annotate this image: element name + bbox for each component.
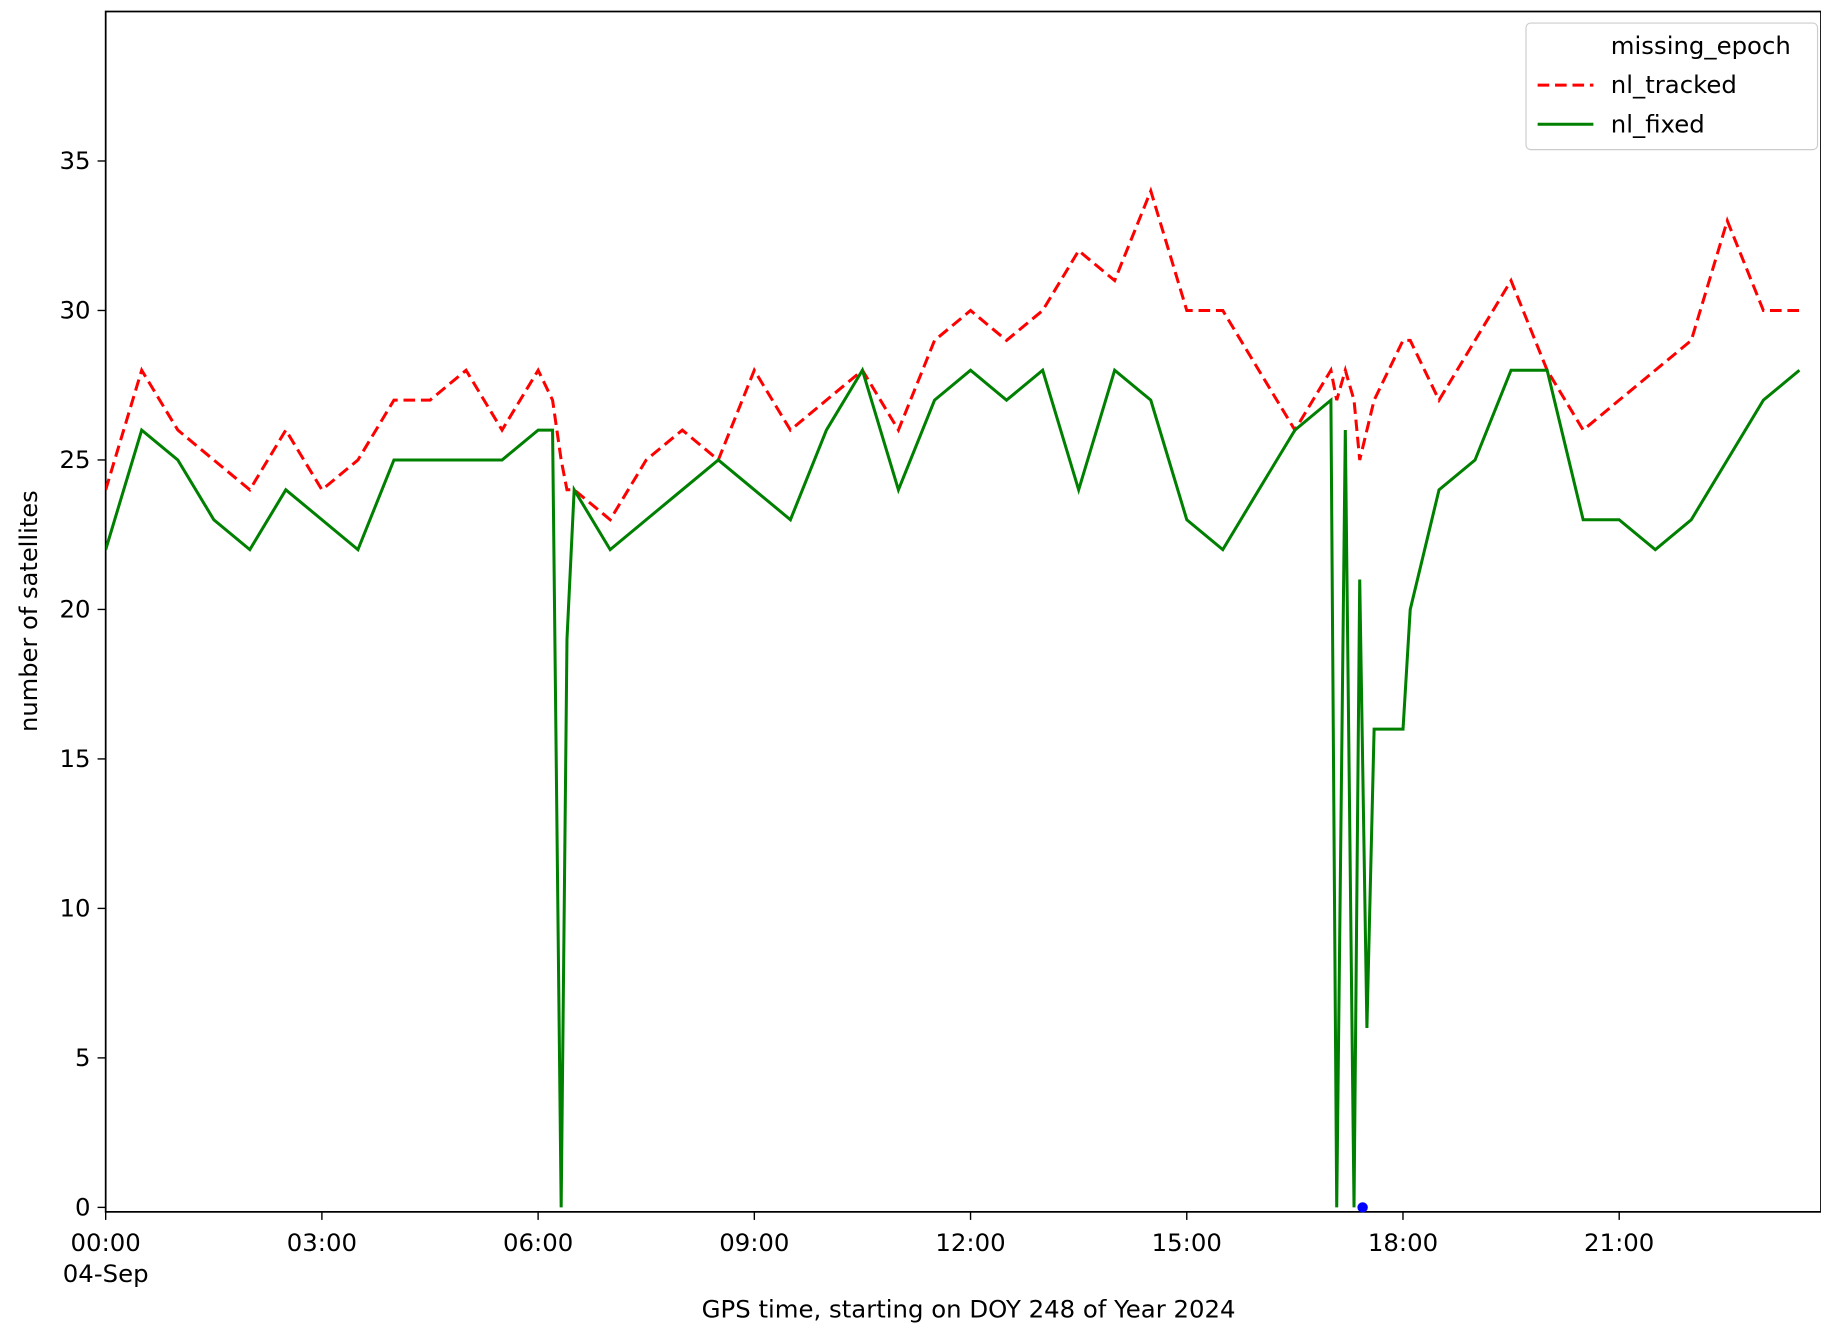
y-tick-label: 0	[75, 1193, 91, 1222]
y-tick-label: 35	[60, 146, 91, 175]
y-tick-label: 30	[60, 296, 91, 325]
x-tick-label: 03:00	[287, 1228, 357, 1257]
x-tick-label: 06:00	[503, 1228, 573, 1257]
legend-box	[1525, 22, 1819, 151]
y-tick-label: 20	[60, 595, 91, 624]
x-tick-label: 12:00	[935, 1228, 1005, 1257]
y-tick-label: 10	[60, 894, 91, 923]
legend-label: nl_fixed	[1611, 109, 1705, 138]
legend-label: missing_epoch	[1611, 31, 1791, 60]
x-tick-label: 09:00	[719, 1228, 789, 1257]
series-line	[105, 186, 1800, 523]
y-tick-label: 15	[60, 744, 91, 773]
missing-epoch-point	[1357, 1202, 1368, 1213]
series-line	[105, 366, 1801, 1208]
x-tick-label: 00:00	[71, 1228, 141, 1257]
legend-label: nl_tracked	[1611, 70, 1737, 99]
x-tick-label: 15:00	[1152, 1228, 1222, 1257]
x-date-label: 04-Sep	[63, 1259, 149, 1288]
y-tick-label: 5	[75, 1043, 91, 1072]
plot-frame	[104, 10, 1821, 1213]
y-axis-label: number of satellites	[14, 490, 43, 732]
x-tick-label: 21:00	[1584, 1228, 1654, 1257]
y-tick-label: 25	[60, 445, 91, 474]
x-axis-label: GPS time, starting on DOY 248 of Year 20…	[702, 1295, 1236, 1324]
x-tick-label: 18:00	[1368, 1228, 1438, 1257]
